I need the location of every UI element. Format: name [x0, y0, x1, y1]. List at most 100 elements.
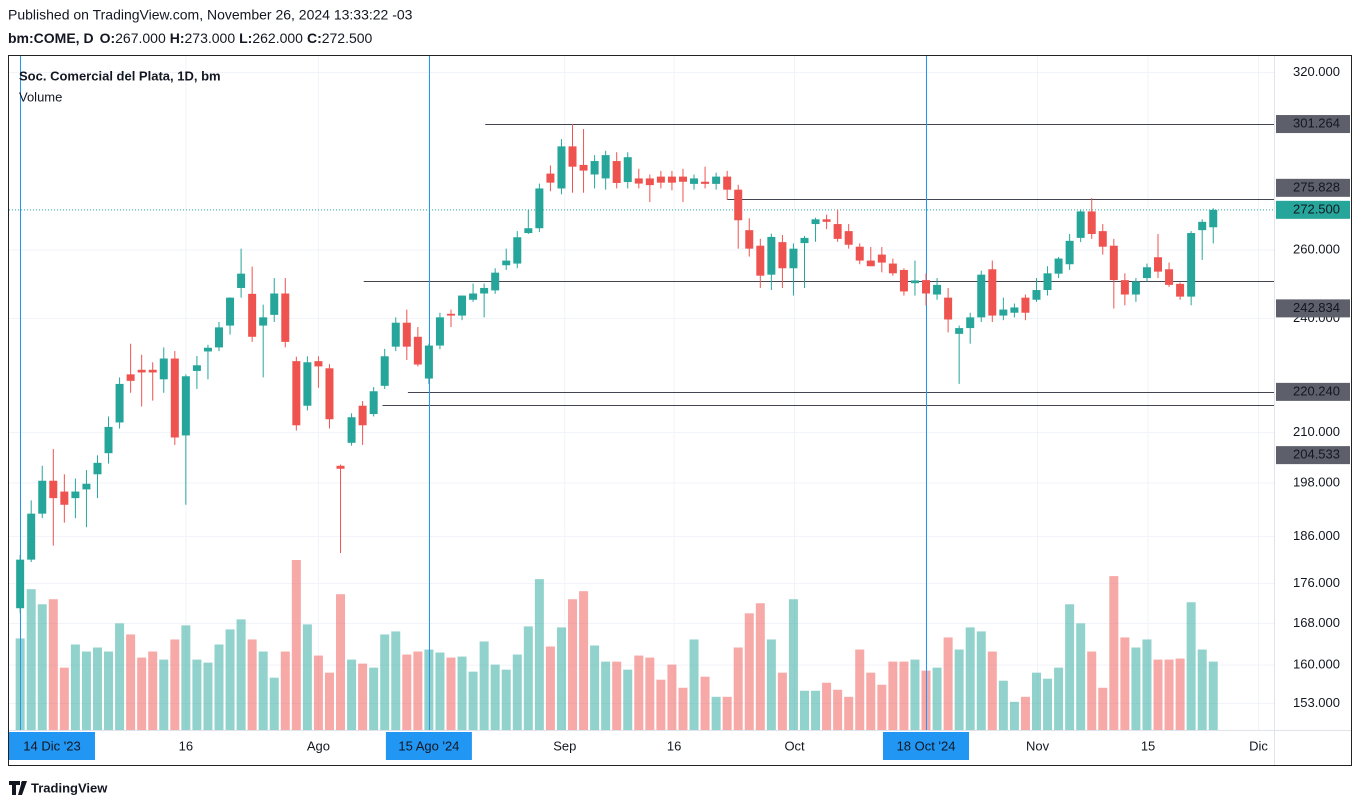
volume-bar — [777, 672, 787, 730]
volume-bar — [313, 655, 323, 730]
volume-legend: Volume — [19, 89, 62, 104]
candle-body — [789, 248, 798, 269]
volume-bar — [70, 644, 80, 730]
volume-bar — [899, 661, 909, 730]
x-tick-label: Nov — [1026, 738, 1050, 753]
candle-body — [623, 157, 632, 183]
last-price-box — [1276, 200, 1350, 219]
candle-body — [259, 317, 268, 326]
x-tick-label: Dic — [1249, 738, 1268, 753]
candle-body — [568, 146, 577, 167]
volume-bar — [601, 661, 611, 730]
candle-body — [944, 297, 953, 320]
volume-bar — [457, 656, 467, 730]
volume-bar — [170, 639, 180, 730]
candle-body — [866, 260, 875, 267]
candle-body — [756, 245, 765, 276]
x-tick-label: 16 — [667, 738, 681, 753]
volume-bar — [26, 589, 36, 730]
candle-body — [988, 269, 997, 316]
candle-body — [535, 188, 544, 229]
volume-bar — [1109, 576, 1119, 730]
candle-body — [910, 280, 919, 284]
volume-bar — [192, 659, 202, 730]
volume-bar — [280, 651, 290, 730]
volume-bar — [1098, 687, 1108, 730]
ohlc-key: L: — [239, 30, 252, 46]
volume-bar — [468, 671, 478, 730]
candle-body — [1120, 280, 1129, 295]
volume-bar — [1043, 678, 1053, 730]
scale-label: 204.533 — [1293, 447, 1340, 462]
volume-bar — [391, 631, 401, 730]
scale-label: 242.834 — [1293, 300, 1340, 315]
candle-body — [248, 293, 257, 337]
y-tick-label: 153.000 — [1293, 695, 1340, 710]
ohlc-value: 273.000 — [185, 30, 236, 46]
candle-body — [1165, 269, 1174, 285]
volume-bar — [1054, 667, 1064, 730]
volume-bar — [623, 669, 633, 730]
ohlc-value: 267.000 — [115, 30, 166, 46]
volume-bar — [965, 627, 975, 730]
candle-body — [502, 260, 511, 266]
volume-bar — [822, 682, 832, 730]
candle-body — [601, 155, 610, 179]
volume-bar — [501, 669, 511, 730]
candle-body — [413, 336, 422, 365]
volume-bar — [358, 663, 368, 730]
volume-bar — [910, 659, 920, 730]
candle-body — [469, 293, 478, 300]
candle-body — [678, 176, 687, 182]
x-highlight-box — [883, 732, 970, 760]
level-label: 275.828 — [1293, 179, 1340, 194]
volume-bar — [811, 690, 821, 730]
brand: TradingView — [31, 780, 108, 795]
candle-body — [303, 362, 312, 406]
candle-body — [325, 368, 334, 420]
volume-bar — [799, 690, 809, 730]
volume-bar — [225, 629, 235, 730]
volume-bar — [556, 627, 566, 730]
candle-body — [60, 491, 69, 505]
volume-bar — [446, 657, 456, 730]
candle-body — [1032, 290, 1041, 300]
volume-bar — [302, 624, 312, 730]
candle-body — [170, 358, 179, 438]
volume-bar — [733, 647, 743, 730]
volume-bar — [1186, 602, 1196, 730]
candle-body — [1098, 231, 1107, 247]
candle-body — [49, 480, 58, 499]
pane-title: Soc. Comercial del Plata, 1D, bm — [19, 68, 221, 83]
candle-body — [292, 361, 301, 426]
volume-bar — [137, 657, 147, 730]
candle-body — [16, 559, 25, 609]
volume-bar — [744, 613, 754, 730]
candle-body — [380, 356, 389, 386]
y-tick-label: 176.000 — [1293, 575, 1340, 590]
volume-bar — [1131, 647, 1141, 730]
volume-bar — [236, 619, 246, 730]
volume-bar — [291, 560, 301, 730]
candle-body — [38, 480, 47, 514]
candle-body — [811, 219, 820, 225]
candle-body — [745, 230, 754, 249]
candle-body — [314, 361, 323, 367]
volume-bar — [612, 661, 622, 730]
candle-body — [402, 322, 411, 347]
x-tick-label: Ago — [307, 738, 330, 753]
candle-body — [1021, 297, 1030, 313]
volume-bar — [1009, 701, 1019, 730]
candle-body — [270, 293, 279, 315]
volume-bar — [104, 651, 114, 730]
volume-bar — [1076, 623, 1086, 730]
volume-bar — [1197, 649, 1207, 730]
volume-bar — [159, 659, 169, 730]
volume-bar — [324, 672, 334, 730]
candle-body — [524, 228, 533, 234]
candle-body — [667, 176, 676, 183]
symbol: bm:COME, D — [8, 30, 94, 46]
ohlc-value: 272.500 — [322, 30, 373, 46]
volume-bar — [1208, 661, 1218, 730]
